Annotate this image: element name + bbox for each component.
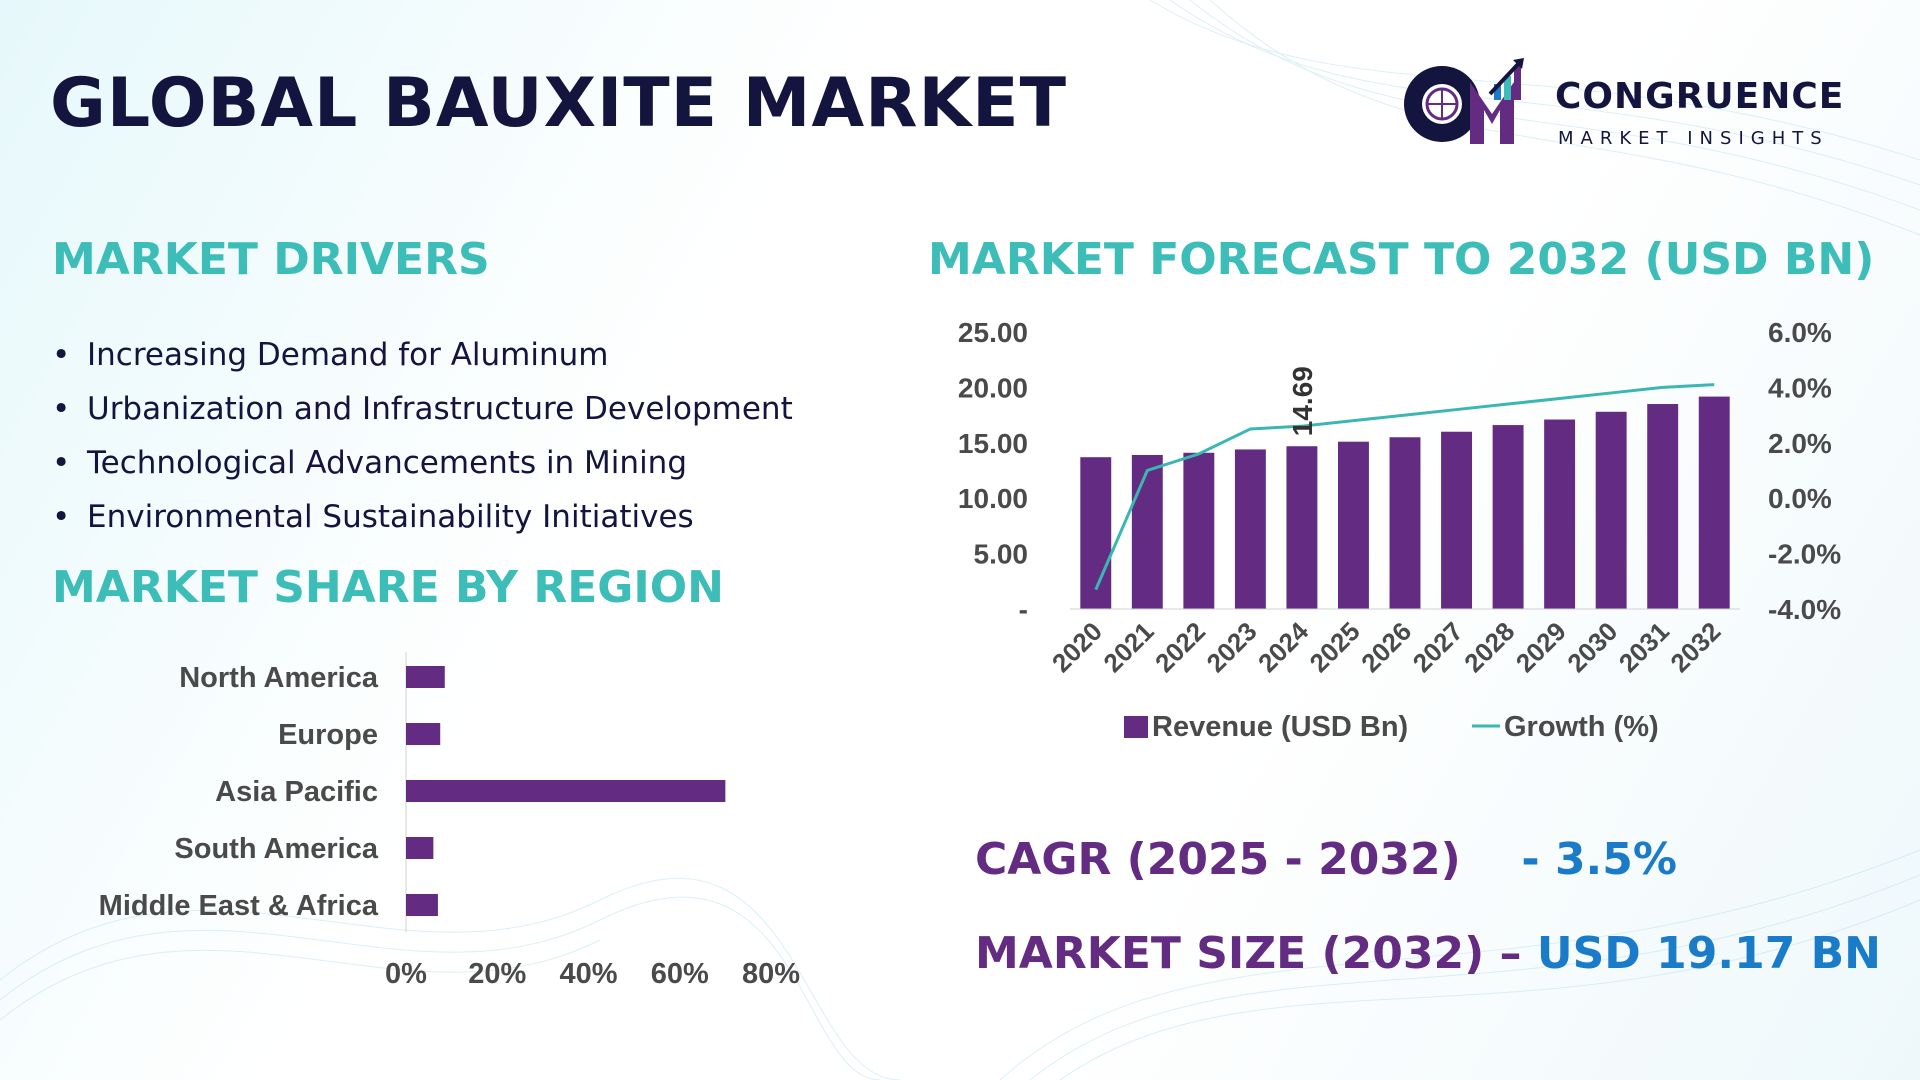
- growth-line: [1094, 383, 1715, 591]
- x-tick-label: 20%: [468, 958, 526, 990]
- revenue-bar: [1131, 454, 1163, 609]
- logo-tagline: MARKET INSIGHTS: [1558, 128, 1829, 149]
- y-right-tick-label: -2.0%: [1768, 539, 1841, 570]
- y-left-tick-label: 20.00: [958, 372, 1028, 403]
- x-tick-label: 2027: [1407, 616, 1469, 678]
- legend-label-revenue: Revenue (USD Bn): [1152, 711, 1408, 743]
- revenue-bar: [1698, 396, 1730, 609]
- revenue-bar: [1441, 431, 1472, 609]
- revenue-bar: [1647, 404, 1679, 609]
- y-left-tick-label: -: [1019, 594, 1028, 625]
- revenue-bar: [1492, 425, 1524, 609]
- x-tick-label: 60%: [651, 958, 709, 990]
- revenue-bar: [1080, 457, 1112, 609]
- driver-item: • Increasing Demand for Aluminum: [52, 337, 609, 373]
- x-tick-label: 2031: [1613, 616, 1675, 678]
- market-size-label: MARKET SIZE (2032) –: [975, 928, 1522, 979]
- x-tick-label: 2026: [1355, 616, 1417, 678]
- logo-mark-icon: [1404, 58, 1524, 144]
- revenue-bar: [1234, 449, 1266, 609]
- drivers-list: • Increasing Demand for Aluminum • Urbaniz…: [52, 328, 793, 544]
- x-tick-label: 2028: [1458, 616, 1520, 678]
- x-tick-label: 2030: [1561, 616, 1623, 678]
- data-label: 14.69: [1287, 366, 1318, 436]
- cagr-label: CAGR (2025 - 2032): [975, 834, 1461, 885]
- driver-text: Urbanization and Infrastructure Developm…: [87, 391, 793, 427]
- y-right-tick-label: -4.0%: [1768, 594, 1841, 625]
- region-label: Asia Pacific: [215, 776, 378, 808]
- driver-item: • Environmental Sustainability Initiative…: [52, 499, 694, 535]
- y-left-tick-label: 5.00: [974, 539, 1029, 570]
- logo-name: CONGRUENCE: [1555, 76, 1845, 117]
- region-bar: [406, 780, 726, 802]
- forecast-chart: 25.00 20.00 15.00 10.00 5.00 - 6.0% 4.0% 2.0% 0.0…: [958, 317, 1841, 743]
- region-bar: [406, 894, 438, 916]
- x-tick-label: 2022: [1149, 616, 1211, 678]
- driver-item: • Urbanization and Infrastructure Develop…: [52, 391, 793, 427]
- region-label: Middle East & Africa: [99, 890, 379, 922]
- region-bar: [406, 666, 445, 688]
- market-size-stat: MARKET SIZE (2032) – USD 19.17 BN: [975, 928, 1881, 979]
- revenue-bar: [1595, 411, 1627, 609]
- x-tick-label: 2021: [1097, 616, 1159, 678]
- driver-text: Technological Advancements in Mining: [87, 445, 688, 481]
- revenue-bar: [1389, 437, 1421, 609]
- x-tick-label: 2023: [1201, 616, 1263, 678]
- x-tick-label: 0%: [385, 958, 427, 990]
- driver-item: • Technological Advancements in Mining: [52, 445, 688, 481]
- region-bar: [406, 723, 441, 745]
- cagr-stat: CAGR (2025 - 2032) - 3.5%: [975, 834, 1677, 885]
- legend-swatch-revenue: [1124, 716, 1148, 738]
- revenue-bar: [1183, 452, 1215, 609]
- y-right-tick-label: 4.0%: [1768, 372, 1832, 403]
- y-left-tick-label: 10.00: [958, 483, 1028, 514]
- drivers-heading: MARKET DRIVERS: [52, 234, 490, 285]
- region-heading: MARKET SHARE BY REGION: [52, 562, 724, 613]
- page-title: GLOBAL BAUXITE MARKET: [50, 64, 1067, 143]
- x-tick-label: 2029: [1510, 616, 1572, 678]
- y-right-tick-label: 6.0%: [1768, 317, 1832, 348]
- legend-label-growth: Growth (%): [1504, 711, 1659, 743]
- company-logo: CONGRUENCE MARKET INSIGHTS: [1400, 54, 1870, 159]
- region-share-chart: North America Europe Asia Pacific South Ame…: [99, 652, 800, 990]
- region-bar: [406, 837, 434, 859]
- x-tick-label: 2025: [1304, 616, 1366, 678]
- y-right-tick-label: 0.0%: [1768, 483, 1832, 514]
- y-left-tick-label: 25.00: [958, 317, 1028, 348]
- region-label: North America: [179, 662, 379, 694]
- market-size-value: USD 19.17 BN: [1536, 928, 1881, 979]
- x-tick-label: 2024: [1252, 616, 1314, 678]
- y-left-tick-label: 15.00: [958, 428, 1028, 459]
- y-right-tick-label: 2.0%: [1768, 428, 1832, 459]
- x-tick-label: 2020: [1046, 616, 1108, 678]
- driver-text: Increasing Demand for Aluminum: [87, 337, 609, 373]
- x-tick-label: 2032: [1664, 616, 1726, 678]
- cagr-value: - 3.5%: [1521, 834, 1677, 885]
- region-label: South America: [174, 833, 378, 865]
- revenue-bar: [1338, 441, 1369, 609]
- revenue-bar: [1544, 419, 1576, 609]
- forecast-heading: MARKET FORECAST TO 2032 (USD BN): [928, 234, 1875, 285]
- x-tick-label: 80%: [742, 958, 800, 990]
- revenue-bar: [1286, 446, 1318, 609]
- driver-text: Environmental Sustainability Initiatives: [87, 499, 694, 535]
- region-label: Europe: [278, 719, 378, 751]
- x-tick-label: 40%: [559, 958, 617, 990]
